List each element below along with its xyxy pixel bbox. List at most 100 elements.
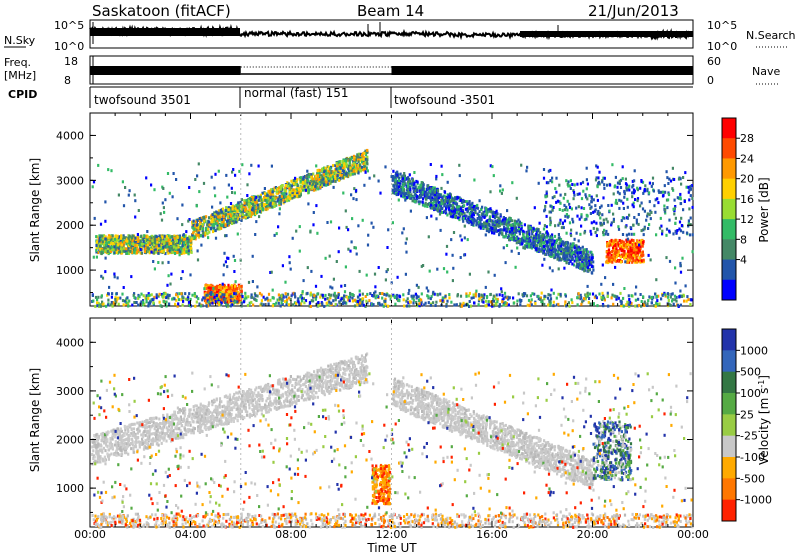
data-cell <box>257 194 260 198</box>
data-cell <box>127 301 130 305</box>
data-cell <box>113 243 116 247</box>
data-cell <box>472 296 475 299</box>
data-cell <box>490 219 493 223</box>
data-cell <box>629 258 632 262</box>
data-cell <box>454 210 457 214</box>
data-cell <box>302 188 305 192</box>
data-cell <box>227 297 230 301</box>
data-cell <box>587 257 590 261</box>
data-cell <box>292 178 295 182</box>
data-cell <box>178 248 181 252</box>
data-cell <box>420 302 423 306</box>
data-cell <box>498 231 501 235</box>
data-cell <box>536 229 539 232</box>
data-cell <box>131 234 134 238</box>
data-cell <box>238 209 241 212</box>
data-cell <box>102 251 105 255</box>
data-cell <box>204 283 207 287</box>
data-cell <box>638 239 641 243</box>
data-cell <box>518 229 521 233</box>
data-cell <box>152 236 155 240</box>
data-cell <box>639 293 642 296</box>
data-cell <box>166 241 169 245</box>
data-cell <box>220 284 223 288</box>
data-cell <box>304 179 307 183</box>
data-cell <box>318 171 321 174</box>
data-cell <box>660 297 663 301</box>
data-cell <box>230 217 233 221</box>
data-cell <box>397 185 400 189</box>
data-cell <box>118 238 121 242</box>
data-cell <box>156 240 159 244</box>
data-cell <box>190 250 193 254</box>
data-cell <box>317 172 320 176</box>
data-cell <box>472 221 475 225</box>
data-cell <box>422 203 425 207</box>
data-cell <box>191 233 194 237</box>
data-cell <box>625 255 628 259</box>
data-cell <box>465 292 468 296</box>
data-cell <box>207 290 210 294</box>
data-cell <box>118 245 121 249</box>
freq-left-tick-top: 18 <box>64 55 78 68</box>
data-cell <box>536 244 539 248</box>
data-cell <box>421 200 424 204</box>
data-cell <box>183 245 186 249</box>
data-cell <box>136 251 139 254</box>
data-cell <box>362 155 365 159</box>
data-cell <box>326 182 329 186</box>
data-cell <box>292 188 295 192</box>
data-cell <box>307 179 310 183</box>
data-cell <box>298 194 301 198</box>
data-cell <box>534 237 537 241</box>
data-cell <box>640 300 643 303</box>
data-cell <box>97 251 100 255</box>
data-cell <box>485 210 488 213</box>
date-title: 21/Jun/2013 <box>588 2 679 20</box>
data-cell <box>184 234 187 238</box>
data-cell <box>251 199 254 203</box>
data-cell <box>239 200 242 204</box>
data-cell <box>417 299 421 302</box>
data-cell <box>243 203 246 207</box>
data-cell <box>119 239 122 243</box>
data-cell <box>299 181 302 185</box>
data-cell <box>468 300 471 303</box>
data-cell <box>167 245 170 249</box>
data-cell <box>271 192 275 196</box>
data-cell <box>335 165 339 169</box>
data-cell <box>206 227 210 231</box>
data-cell <box>521 242 524 246</box>
data-cell <box>305 183 308 187</box>
data-cell <box>542 249 545 253</box>
data-cell <box>102 243 105 247</box>
data-cell <box>256 211 259 215</box>
data-cell <box>495 215 498 219</box>
data-cell <box>215 294 218 297</box>
data-cell <box>164 252 167 256</box>
data-cell <box>555 239 559 242</box>
data-cell <box>254 206 258 210</box>
data-cell <box>227 283 230 287</box>
data-cell <box>364 157 367 161</box>
data-cell <box>552 300 555 304</box>
data-cell <box>318 183 321 187</box>
data-cell <box>547 245 550 249</box>
data-cell <box>546 243 549 247</box>
data-cell <box>286 181 289 185</box>
data-cell <box>512 238 516 242</box>
data-cell <box>489 292 492 296</box>
data-cell <box>134 248 137 252</box>
data-cell <box>576 263 580 266</box>
data-cell <box>205 231 208 235</box>
data-cell <box>463 211 466 215</box>
freq-left-label-1: Freq. <box>4 56 31 69</box>
data-cell <box>194 224 197 228</box>
data-cell <box>490 229 493 233</box>
data-cell <box>608 240 612 244</box>
data-cell <box>474 294 477 298</box>
data-cell <box>342 166 345 170</box>
data-cell <box>394 188 397 192</box>
data-cell <box>167 237 170 241</box>
data-cell <box>241 210 244 214</box>
